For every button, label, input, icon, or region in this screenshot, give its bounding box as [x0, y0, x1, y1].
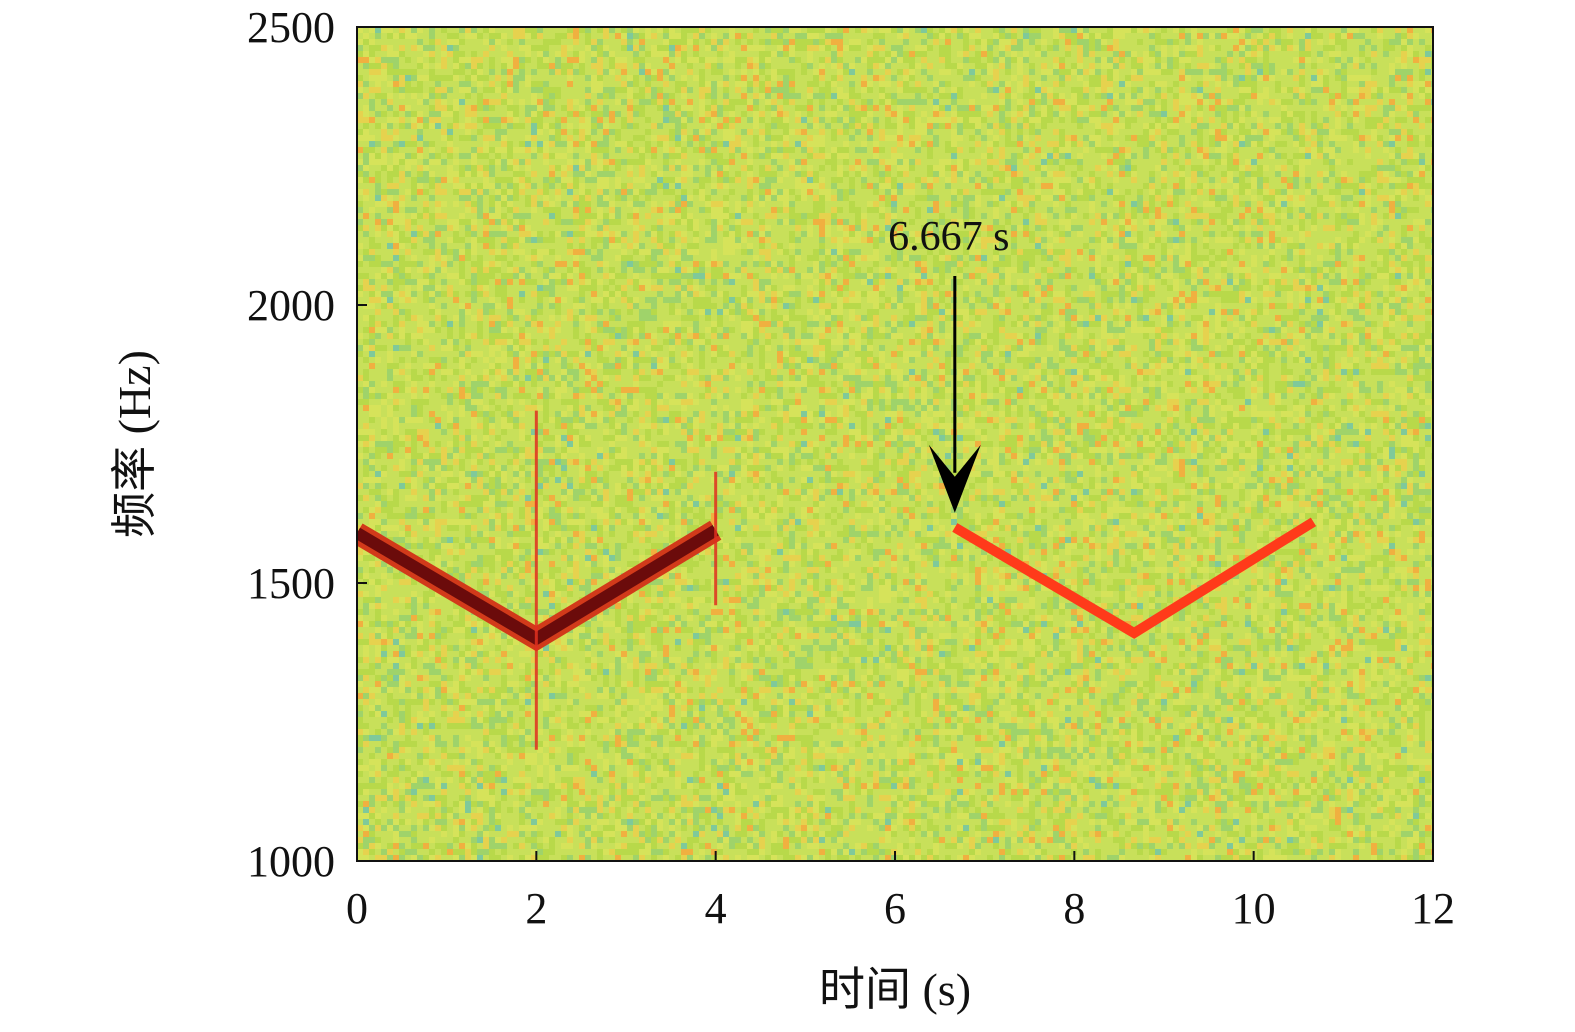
- signal-series-2: [952, 517, 1317, 639]
- y-tick-label: 2000: [247, 281, 335, 330]
- x-tick-label: 4: [705, 884, 727, 933]
- x-axis-label: 时间 (s): [819, 964, 971, 1015]
- y-tick-label: 2500: [247, 3, 335, 52]
- annotation-label: 6.667 s: [888, 214, 1009, 260]
- annotation-layer: 6.667 s: [888, 214, 1009, 513]
- plot-area: [357, 27, 1433, 861]
- y-tick-label: 1000: [247, 837, 335, 886]
- x-tick-label: 10: [1232, 884, 1276, 933]
- annotation-arrow-head: [928, 444, 981, 513]
- y-tick-label: 1500: [247, 559, 335, 608]
- x-tick-label: 12: [1411, 884, 1455, 933]
- x-axis: 0 2 4 6 8 10 12: [346, 851, 1455, 933]
- y-axis: 1000 1500 2000 2500: [247, 3, 367, 886]
- x-tick-label: 8: [1063, 884, 1085, 933]
- y-axis-label: 频率 (Hz): [109, 350, 160, 538]
- signal-layer: [357, 410, 1317, 750]
- x-tick-label: 2: [525, 884, 547, 933]
- x-tick-label: 6: [884, 884, 906, 933]
- x-tick-label: 0: [346, 884, 368, 933]
